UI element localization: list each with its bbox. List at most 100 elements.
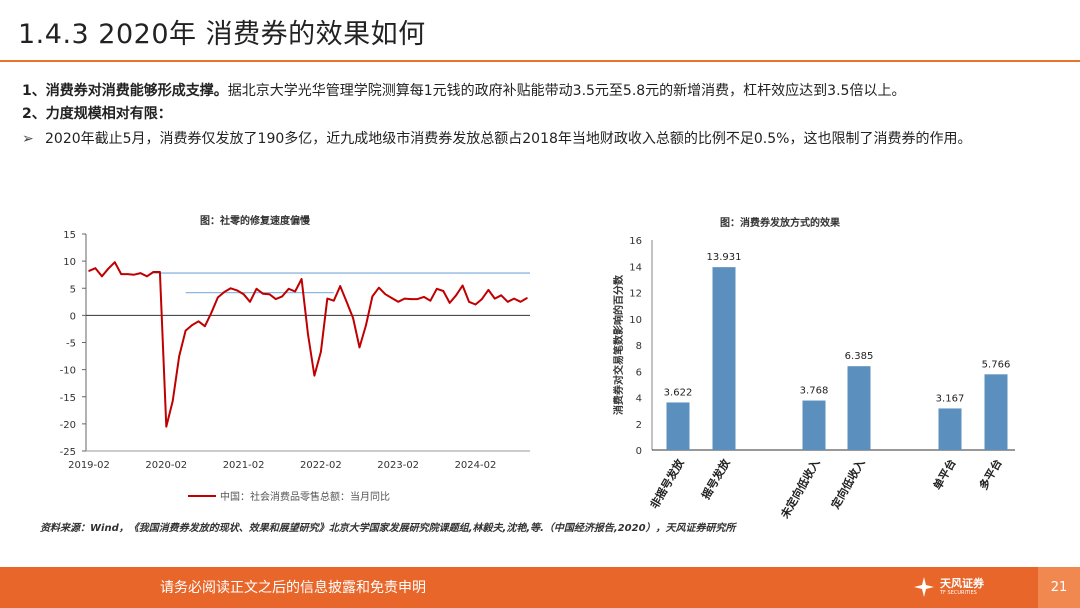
- y-tick-label: 2: [636, 420, 642, 431]
- data-point: [429, 299, 432, 302]
- logo-sub: TF SECURITIES: [940, 590, 977, 596]
- data-point: [88, 270, 90, 272]
- data-point: [113, 261, 116, 264]
- y-tick-label: 10: [63, 257, 76, 268]
- data-point: [159, 271, 161, 273]
- y-tick-label: 6: [636, 367, 642, 378]
- data-point: [416, 298, 419, 300]
- y-tick-label: 14: [629, 262, 642, 273]
- data-point: [120, 273, 123, 275]
- x-tick-label: 2021-02: [223, 460, 265, 471]
- data-point: [101, 275, 103, 278]
- bar: [666, 402, 690, 450]
- category-label: 定向低收入: [828, 457, 868, 512]
- x-tick-label: 2023-02: [377, 460, 419, 471]
- data-point: [448, 302, 451, 304]
- data-point: [223, 291, 226, 293]
- data-point: [378, 286, 380, 289]
- data-point: [197, 320, 200, 323]
- y-tick-label: -25: [60, 447, 76, 458]
- paragraph-3: ➢ 2020年截止5月，消费券仅发放了190多亿，近九成地级市消费券发放总额占2…: [22, 128, 1067, 150]
- data-point: [165, 425, 168, 428]
- footer-logo: 天风证券 TF SECURITIES: [912, 575, 984, 599]
- data-point: [332, 299, 335, 302]
- data-point: [274, 298, 277, 300]
- data-point: [481, 298, 483, 300]
- category-label: 未定向低收入: [777, 457, 823, 522]
- series-line: [88, 261, 528, 428]
- data-point: [455, 294, 457, 297]
- x-tick-label: 2019-02: [68, 460, 110, 471]
- data-point: [107, 267, 110, 270]
- bar-chart: 0 2 4 6 8 10 12 14 16 消费券对交易笔数影响的百分数 3.622 非摇号发放 13.…: [612, 236, 1015, 522]
- footer-disclaimer: 请务必阅读正文之后的信息披露和免责申明: [160, 580, 426, 596]
- bar-value-label: 5.766: [982, 359, 1011, 370]
- bullet-arrow-icon: ➢: [22, 131, 34, 147]
- y-tick-label: 12: [629, 289, 642, 300]
- paragraph-3-text: 2020年截止5月，消费券仅发放了190多亿，近九成地级市消费券发放总额占201…: [45, 131, 972, 147]
- page-number: 21: [1038, 567, 1080, 608]
- data-point: [461, 284, 464, 287]
- data-point: [506, 301, 509, 303]
- y-tick-label: 8: [636, 341, 642, 352]
- data-point: [268, 293, 271, 296]
- y-tick-label: -5: [66, 339, 76, 350]
- data-point: [152, 271, 155, 273]
- data-point: [229, 287, 232, 290]
- bar-value-label: 6.385: [845, 351, 874, 362]
- data-point: [210, 311, 213, 314]
- data-point: [519, 301, 522, 303]
- data-point: [300, 278, 303, 280]
- bar: [984, 374, 1008, 450]
- data-point: [384, 293, 387, 296]
- data-point: [171, 400, 174, 402]
- data-point: [371, 295, 374, 298]
- y-tick-label: 16: [629, 236, 642, 247]
- data-point: [236, 289, 238, 292]
- data-point: [94, 267, 97, 269]
- data-point: [204, 325, 206, 328]
- data-point: [345, 301, 348, 303]
- y-tick-label: 10: [629, 315, 642, 326]
- data-point: [487, 289, 490, 291]
- category-label: 多平台: [976, 457, 1005, 493]
- paragraph-1: 1、消费券对消费能够形成支撑。据北京大学光华管理学院测算每1元钱的政府补贴能带动…: [22, 80, 1067, 102]
- y-tick-label: 5: [70, 284, 76, 295]
- data-point: [313, 374, 316, 377]
- data-point: [365, 324, 367, 326]
- data-point: [397, 301, 399, 303]
- legend-label: 中国：社会消费品零售总额：当月同比: [220, 492, 390, 503]
- x-tick-label: 2020-02: [145, 460, 187, 471]
- bar-chart-title: 图：消费券发放方式的效果: [720, 218, 840, 229]
- data-point: [249, 301, 251, 303]
- data-point: [262, 292, 264, 295]
- page-title: 1.4.3 2020年 消费券的效果如何: [18, 19, 426, 50]
- data-point: [133, 273, 135, 276]
- data-point: [320, 350, 322, 353]
- data-point: [493, 297, 496, 300]
- y-tick-label: 0: [636, 446, 642, 457]
- data-point: [191, 324, 193, 326]
- data-point: [410, 298, 412, 300]
- data-point: [403, 297, 406, 300]
- data-point: [294, 290, 296, 293]
- y-tick-label: -15: [60, 393, 76, 404]
- data-point: [281, 295, 284, 298]
- bar-value-label: 13.931: [707, 252, 742, 263]
- category-label: 非摇号发放: [647, 456, 687, 511]
- y-tick-label: -20: [60, 420, 76, 431]
- data-point: [442, 290, 445, 292]
- data-point: [139, 272, 142, 274]
- data-point: [358, 346, 361, 349]
- data-point: [242, 293, 245, 296]
- y-tick-label: 0: [70, 311, 76, 322]
- bar: [847, 366, 871, 450]
- footer-bar: 请务必阅读正文之后的信息披露和免责申明 天风证券 TF SECURITIES 2…: [0, 567, 1080, 608]
- paragraph-1-text: 据北京大学光华管理学院测算每1元钱的政府补贴能带动3.5元至5.8元的新增消费，…: [227, 83, 906, 99]
- data-point: [146, 275, 148, 278]
- bar: [938, 408, 962, 450]
- paragraph-1-heading: 1、消费券对消费能够形成支撑。: [22, 83, 228, 99]
- source-note: 资料来源：Wind，《我国消费券发放的现状、效果和展望研究》北京大学国家发展研究…: [40, 523, 736, 534]
- paragraph-2-heading: 2、力度规模相对有限：: [22, 106, 172, 122]
- line-chart-legend: 中国：社会消费品零售总额：当月同比: [188, 488, 390, 503]
